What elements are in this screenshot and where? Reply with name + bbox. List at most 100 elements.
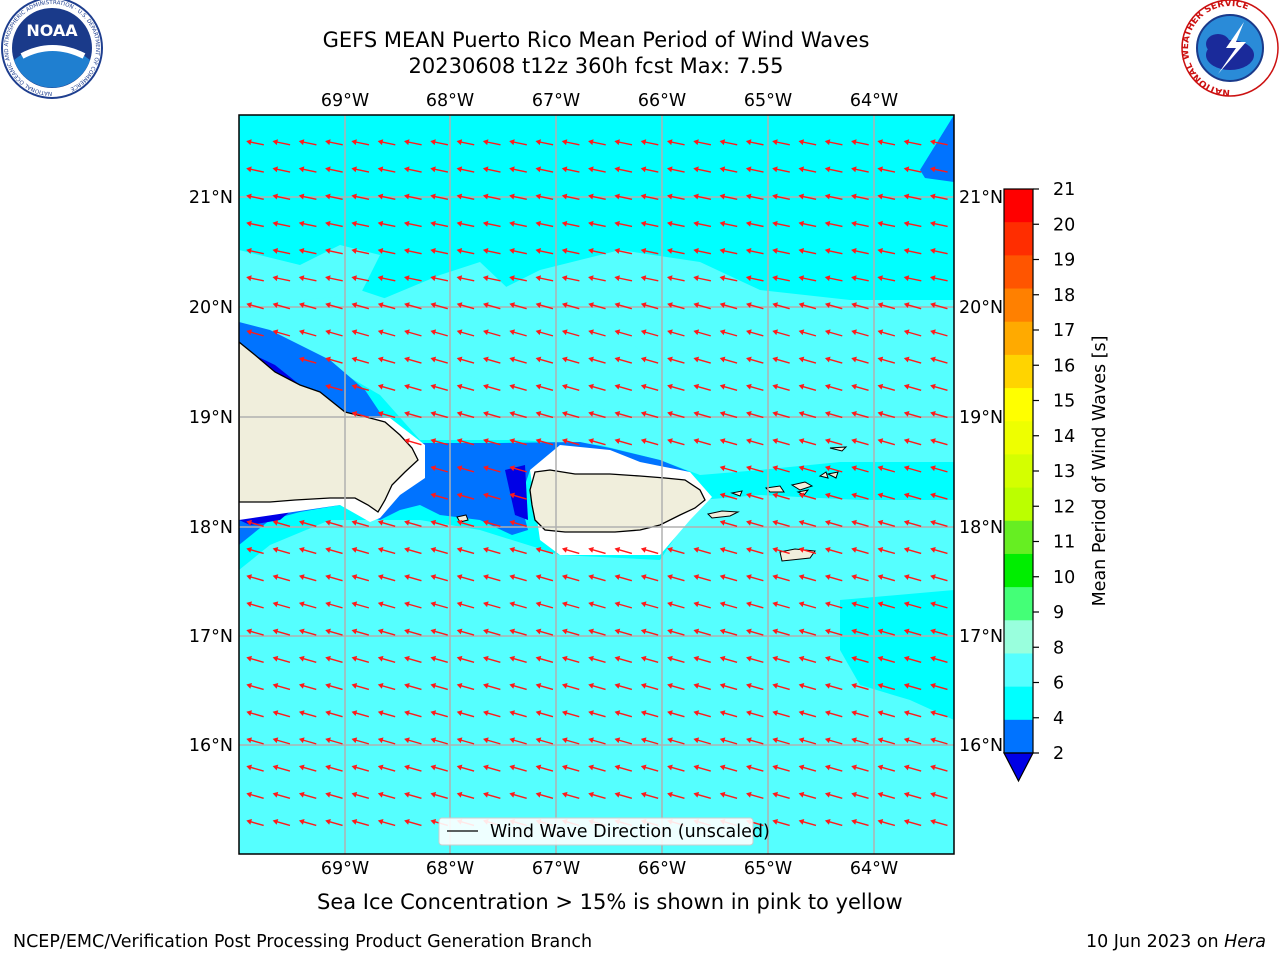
wind-arrow [404, 628, 422, 636]
wind-arrow [403, 193, 422, 200]
vieques-island [706, 510, 740, 519]
wind-arrow [403, 275, 422, 282]
wind-arrow [509, 574, 527, 582]
wind-arrow [772, 683, 790, 691]
wind-arrow [798, 683, 817, 691]
lat-labels-left: 21°N 20°N 19°N 18°N 17°N 16°N [189, 188, 233, 756]
wind-arrow [351, 139, 370, 146]
wind-arrow [272, 248, 291, 255]
wind-arrow [456, 275, 475, 282]
region-4-6-east [840, 590, 954, 720]
wind-arrow [746, 465, 764, 473]
wind-arrow [667, 791, 685, 799]
wind-arrow [772, 220, 790, 228]
wind-arrow [614, 166, 633, 173]
wind-arrow [483, 465, 501, 473]
wind-arrow [377, 193, 396, 200]
wind-arrow [404, 302, 422, 310]
wind-arrow [903, 764, 922, 772]
wind-arrow [772, 438, 790, 446]
wind-arrow [851, 574, 869, 582]
wind-arrow [772, 574, 790, 582]
wind-arrow [877, 329, 896, 337]
wind-arrow [640, 329, 659, 337]
wind-arrow [640, 655, 659, 663]
wind-arrow [377, 628, 396, 636]
wind-arrow [640, 547, 659, 555]
wind-arrow [640, 601, 659, 609]
region-4-6-north [239, 115, 954, 310]
wind-arrow [824, 139, 843, 146]
wind-arrow [298, 574, 317, 582]
wind-arrow [666, 193, 685, 200]
colorbar-segment [1004, 255, 1033, 290]
wind-arrow [719, 791, 738, 799]
wind-arrow [930, 411, 948, 419]
wind-arrow [483, 683, 501, 691]
wind-arrow [719, 547, 738, 555]
wind-arrow [877, 356, 896, 364]
wind-arrow [772, 465, 790, 473]
colorbar-segment [1004, 553, 1033, 588]
wind-arrow [851, 819, 869, 827]
wind-arrow [482, 166, 501, 173]
wind-arrow [746, 601, 764, 609]
wind-arrow [929, 193, 948, 200]
wind-arrow [298, 248, 317, 255]
wind-arrow [930, 519, 948, 527]
wind-arrow [430, 547, 448, 555]
wind-arrow [930, 383, 948, 391]
wind-arrow [903, 519, 922, 527]
wind-arrow [798, 764, 817, 772]
wind-arrow [509, 547, 527, 555]
colorbar-segment [1004, 620, 1033, 655]
wind-arrow [588, 166, 606, 173]
wind-arrow [640, 356, 659, 364]
wind-arrow [798, 791, 817, 799]
wind-arrow [824, 655, 843, 663]
wind-arrow [535, 628, 554, 636]
wind-arrow [483, 655, 501, 663]
lon-label-bottom: 68°W [426, 859, 474, 879]
lat-label-right: 18°N [959, 518, 1003, 538]
map-frame [238, 114, 955, 855]
wind-arrow [903, 628, 922, 636]
noaa-logo-text: NOAA [26, 21, 78, 40]
wind-arrow [614, 329, 633, 337]
wind-arrow [377, 248, 396, 255]
wind-arrow [430, 438, 448, 446]
lat-label-left: 17°N [189, 627, 233, 647]
wind-arrow [456, 547, 475, 555]
wind-arrow [903, 411, 922, 419]
wind-arrow [930, 302, 948, 310]
wind-arrow [929, 275, 948, 282]
wind-arrow [798, 411, 817, 419]
wind-arrow [456, 193, 475, 200]
wind-arrow [851, 383, 869, 391]
wind-arrow [535, 411, 554, 419]
wind-arrow [430, 220, 449, 228]
wind-arrow [746, 710, 764, 718]
wind-arrow [719, 275, 738, 282]
wind-arrow [903, 819, 922, 827]
wind-arrow [614, 383, 633, 391]
wind-arrow [851, 492, 869, 500]
wind-arrow [824, 519, 843, 527]
lat-label-left: 16°N [189, 736, 233, 756]
wind-arrow [325, 628, 343, 636]
wind-arrow [430, 683, 448, 691]
wind-arrow [614, 737, 633, 745]
wind-arrow [798, 574, 817, 582]
wind-arrow [456, 655, 475, 663]
wind-arrow [719, 248, 738, 255]
wind-arrow [903, 465, 922, 473]
title-line-1: GEFS MEAN Puerto Rico Mean Period of Win… [322, 28, 870, 52]
wind-arrow [561, 356, 580, 364]
wind-arrow [351, 220, 370, 228]
wind-arrow [430, 411, 448, 419]
wind-arrow [877, 465, 896, 473]
wind-arrow [667, 574, 685, 582]
wind-arrow [929, 248, 948, 255]
wind-arrow [509, 193, 527, 200]
wind-arrow [403, 220, 422, 228]
